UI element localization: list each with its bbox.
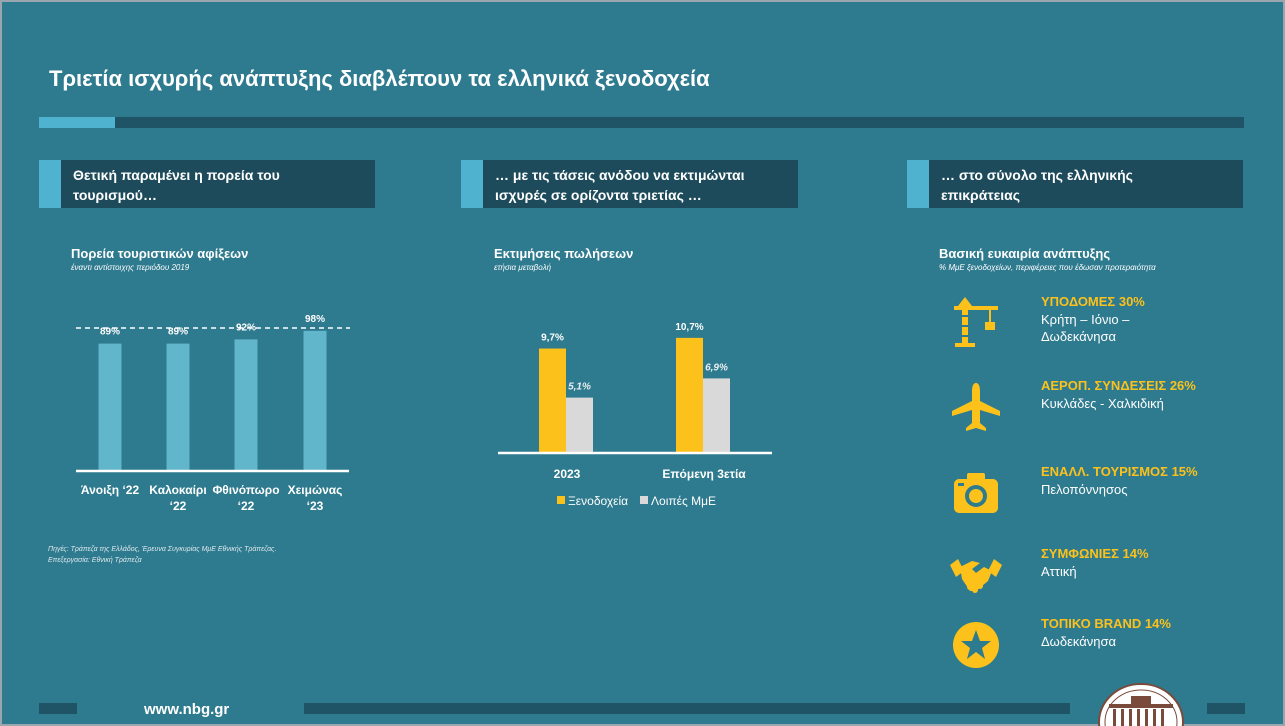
source-note: Πηγές: Τράπεζα της Ελλάδος, Έρευνα Συγκυ…	[48, 546, 277, 564]
panel-header-accent	[907, 160, 929, 208]
camera-icon	[954, 473, 998, 513]
bar-value-label: 92%	[236, 322, 256, 333]
panel-header-tourism: Θετική παραμένει η πορεία του τουρισμού…	[39, 160, 375, 208]
handshake-icon	[950, 559, 1002, 593]
bar-value-label: 89%	[100, 327, 120, 338]
legend-label: Ξενοδοχεία	[568, 494, 628, 508]
x-tick-line: ‘23	[307, 499, 324, 513]
star-icon	[953, 622, 999, 668]
chart-arrivals-subtitle: έναντι αντίστοιχης περιόδου 2019	[71, 263, 190, 272]
slide-title: Τριετία ισχυρής ανάπτυξης διαβλέπουν τα …	[49, 66, 710, 91]
opportunity-alternative-tourism: ΕΝΑΛΛ. ΤΟΥΡΙΣΜΟΣ 15% Πελοπόννησος	[940, 463, 1240, 523]
footer-bar-left	[39, 703, 77, 714]
opportunity-local-brand: ΤΟΠΙΚΟ BRAND 14% Δωδεκάνησα	[940, 615, 1240, 675]
x-tick-label: Άνοιξη ‘22	[81, 483, 140, 497]
bar-arrivals	[166, 343, 190, 470]
opportunity-body: Δωδεκάνησα	[1041, 634, 1116, 649]
opportunities-title: Βασική ευκαιρία ανάπτυξης	[939, 246, 1111, 261]
opportunity-body: Κυκλάδες - Χαλκιδική	[1041, 396, 1164, 411]
bar-arrivals	[98, 343, 122, 470]
title-underline-bar	[39, 117, 1244, 128]
panel-header-text: … με τις τάσεις ανόδου να εκτιμώνται ισχ…	[495, 167, 745, 203]
panel-header-text: … στο σύνολο της ελληνικής επικράτειας	[941, 167, 1133, 203]
bar-arrivals	[234, 339, 258, 470]
x-tick-label: 2023	[554, 467, 581, 481]
opportunity-head: ΕΝΑΛΛ. ΤΟΥΡΙΣΜΟΣ 15%	[1041, 464, 1198, 479]
bar-value-label: 98%	[305, 314, 325, 325]
panel-header-regions: … στο σύνολο της ελληνικής επικράτειας	[907, 160, 1243, 208]
bank-building-logo	[1098, 683, 1184, 726]
x-tick-line: ‘22	[170, 499, 187, 513]
opportunity-agreements: ΣΥΜΦΩΝΙΕΣ 14% Αττική	[940, 545, 1240, 605]
chart-sales-subtitle: ετήσια μεταβολή	[494, 263, 552, 272]
legend-label: Λοιπές ΜμΕ	[651, 494, 716, 508]
chart-sales-title: Εκτιμήσεις πωλήσεων	[494, 246, 634, 261]
panel-header-accent	[461, 160, 483, 208]
x-tick-line: Χειμώνας	[288, 483, 343, 497]
x-tick-line: ‘22	[238, 499, 255, 513]
x-tick-label: Φθινόπωρο ‘22	[212, 483, 279, 513]
chart-arrivals: 89% 89% 92%98%Άνοιξη ‘22 Καλοκαίρι ‘22Φθινόπ…	[76, 314, 350, 513]
opportunity-body: Αττική	[1041, 564, 1077, 579]
opportunity-head: ΣΥΜΦΩΝΙΕΣ 14%	[1041, 546, 1149, 561]
panel-header-accent	[39, 160, 61, 208]
chart-sales: 9,7% 5,1% 2023 10,7% 6,9% Επόμενη 3ετία Ξενοδο…	[498, 322, 772, 508]
title-underline-accent	[39, 117, 115, 128]
x-tick-label: Χειμώνας ‘23	[288, 483, 343, 513]
legend-swatch	[640, 496, 648, 504]
x-tick-line: Καλοκαίρι	[149, 483, 206, 497]
x-tick-line: Φθινόπωρο	[212, 483, 279, 497]
opportunity-body: Κρήτη – Ιόνιο – Δωδεκάνησα	[1041, 312, 1130, 344]
x-tick-label: Επόμενη 3ετία	[662, 467, 746, 481]
bar-other-sme	[566, 397, 593, 452]
bar-hotels	[676, 337, 703, 452]
opportunity-head: ΤΟΠΙΚΟ BRAND 14%	[1041, 616, 1171, 631]
opportunity-body: Πελοπόννησος	[1041, 482, 1128, 497]
opportunity-head: ΥΠΟΔΟΜΕΣ 30%	[1041, 294, 1145, 309]
crane-icon	[954, 297, 998, 347]
footer-bar	[304, 703, 1070, 714]
opportunity-air-connections: ΑΕΡΟΠ. ΣΥΝΔΕΣΕΙΣ 26% Κυκλάδες - Χαλκιδικ…	[940, 377, 1240, 437]
bar-value-label: 5,1%	[568, 382, 591, 393]
bar-value-label: 6,9%	[705, 362, 728, 373]
footer-bar-right	[1207, 703, 1245, 714]
x-tick-label: Καλοκαίρι ‘22	[149, 483, 206, 513]
panel-header-sales: … με τις τάσεις ανόδου να εκτιμώνται ισχ…	[461, 160, 798, 208]
bar-arrivals	[303, 330, 327, 470]
opportunity-infrastructure: ΥΠΟΔΟΜΕΣ 30% Κρήτη – Ιόνιο – Δωδεκάνησα	[940, 293, 1240, 353]
footer-url[interactable]: www.nbg.gr	[144, 701, 230, 718]
chart-arrivals-title: Πορεία τουριστικών αφίξεων	[71, 246, 249, 261]
opportunities-subtitle: % ΜμΕ ξενοδοχείων, περιφέρειες που έδωσα…	[939, 263, 1156, 272]
legend-swatch	[557, 496, 565, 504]
bar-hotels	[539, 348, 566, 452]
opportunity-head: ΑΕΡΟΠ. ΣΥΝΔΕΣΕΙΣ 26%	[1041, 378, 1196, 393]
panel-header-text: Θετική παραμένει η πορεία του τουρισμού…	[73, 167, 280, 203]
airplane-icon	[952, 383, 1000, 431]
bar-value-label: 89%	[168, 327, 188, 338]
bar-value-label: 10,7%	[675, 322, 703, 333]
bar-value-label: 9,7%	[541, 333, 564, 344]
bar-other-sme	[703, 378, 730, 452]
